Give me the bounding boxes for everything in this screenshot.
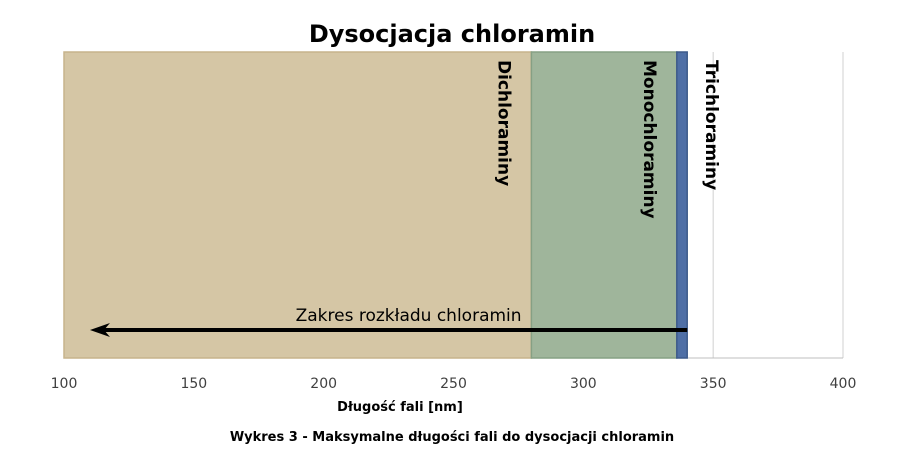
chart-caption: Wykres 3 - Maksymalne długości fali do d… xyxy=(230,430,674,445)
x-tick-250: 250 xyxy=(440,376,467,392)
band-trichloraminy xyxy=(676,51,688,359)
band-label-trichloraminy: Trichloraminy xyxy=(701,60,721,190)
x-axis-label: Długość fali [nm] xyxy=(337,400,463,415)
chart-title: Dysocjacja chloramin xyxy=(309,20,595,48)
range-bands xyxy=(63,51,688,359)
range-arrow: Zakres rozkładu chloramin xyxy=(89,306,688,337)
x-tick-150: 150 xyxy=(180,376,207,392)
x-tick-200: 200 xyxy=(310,376,337,392)
band-monochloraminy xyxy=(530,51,678,359)
x-tick-100: 100 xyxy=(51,376,78,392)
arrow-label: Zakres rozkładu chloramin xyxy=(296,306,522,326)
band-dichloraminy xyxy=(63,51,533,359)
band-label-dichloraminy: Dichloraminy xyxy=(493,60,513,186)
x-tick-400: 400 xyxy=(830,376,857,392)
band-labels: Dichloraminy Monochloraminy Trichloraminy xyxy=(493,60,721,219)
band-label-monochloraminy: Monochloraminy xyxy=(639,60,659,219)
x-tick-labels: 100 150 200 250 300 350 400 xyxy=(51,376,857,392)
x-tick-350: 350 xyxy=(700,376,727,392)
x-tick-300: 300 xyxy=(570,376,597,392)
arrow-head xyxy=(89,323,110,337)
